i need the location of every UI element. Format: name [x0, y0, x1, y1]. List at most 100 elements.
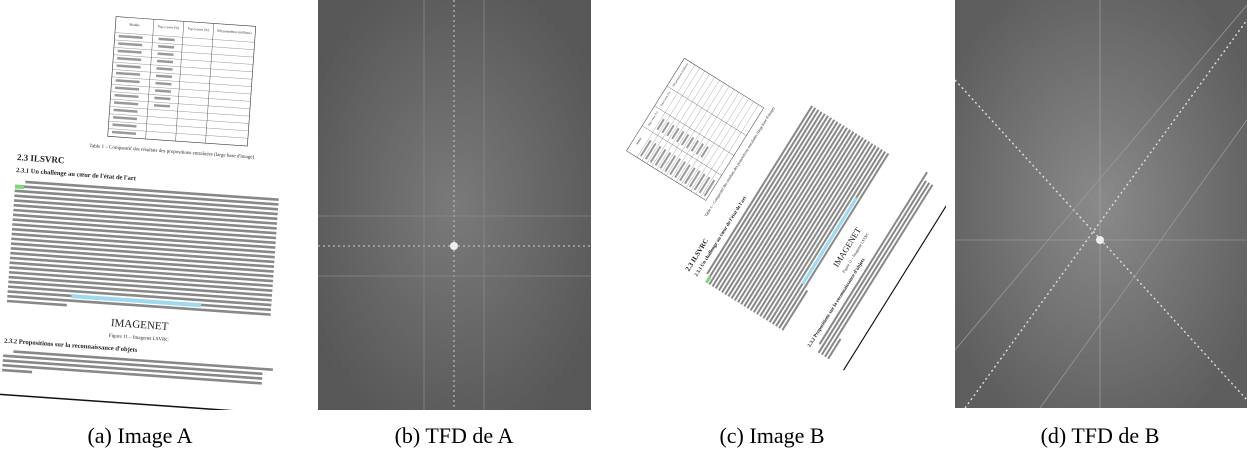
table-cell-text	[685, 136, 695, 149]
body-text-line	[781, 289, 809, 331]
body-text-line	[11, 232, 276, 254]
body-text-line	[740, 129, 852, 305]
caption: (b) TFD de A	[395, 423, 514, 448]
table-frame	[626, 57, 765, 201]
fft-b	[955, 0, 1247, 408]
body-text-line	[827, 338, 842, 360]
table-cell-text	[157, 52, 174, 57]
table-rule	[681, 92, 740, 186]
body-text-line	[11, 227, 276, 249]
body-text-line	[13, 203, 278, 225]
table-rule	[636, 64, 696, 158]
table-rule	[110, 91, 251, 102]
highlight	[14, 184, 25, 190]
image-a: Modèle Top-1 error (%) Top-5 error (%) NB p…	[0, 0, 292, 410]
body-text-line	[12, 223, 276, 245]
body-text-line	[768, 147, 880, 323]
table-rule	[112, 61, 253, 73]
table-cell-text	[118, 34, 143, 40]
body-text-line	[778, 152, 890, 329]
table-cell-text	[664, 155, 677, 172]
fft-center	[1096, 236, 1104, 244]
table-cell-text	[676, 130, 685, 143]
body-text-line	[749, 135, 861, 311]
body-text-line	[13, 208, 277, 230]
highlight	[801, 197, 858, 285]
table-cell-text	[640, 139, 652, 157]
table-rule	[108, 128, 248, 139]
body-text-line	[818, 171, 928, 345]
table-frame	[107, 16, 257, 147]
table-rule	[661, 80, 720, 173]
table-cell-text	[112, 123, 137, 128]
body-text-line	[706, 105, 813, 275]
body-text-line	[752, 137, 864, 313]
caption: (d) TFD de B	[1041, 423, 1160, 448]
table-rule	[110, 98, 250, 109]
table-cell-text	[155, 74, 173, 79]
table-rule	[666, 83, 725, 176]
body-text-line	[9, 266, 273, 288]
body-text-line	[724, 119, 836, 295]
table-header: Modèle	[129, 23, 140, 28]
fft-a	[318, 0, 591, 410]
body-text-line	[746, 133, 858, 309]
table-rule	[646, 70, 705, 164]
fft-background	[955, 0, 1247, 408]
table-header: NB paramètres (millions)	[217, 29, 252, 35]
body-text-line	[13, 350, 273, 371]
body-text-line	[14, 184, 279, 206]
table-cell-text	[158, 45, 175, 49]
table-cell-text	[155, 81, 172, 86]
table-cell-text	[669, 158, 681, 176]
body-text-line	[711, 111, 823, 288]
table-rule	[175, 21, 185, 142]
table-rule	[113, 54, 254, 65]
table-cell-text	[116, 71, 141, 76]
table-cell-text	[154, 96, 171, 101]
body-text-line	[743, 131, 855, 307]
table-header: Top-1 error (%)	[648, 111, 659, 127]
table-cell-text	[703, 179, 716, 197]
table-cell-text	[674, 161, 686, 179]
table-cell-text	[690, 140, 700, 152]
page-rule	[843, 196, 946, 371]
body-text-line	[14, 194, 278, 216]
body-text-line	[11, 237, 275, 259]
body-text-line	[12, 213, 277, 235]
table-rule	[205, 23, 215, 144]
body-text-line	[762, 143, 874, 319]
body-text-line	[2, 363, 262, 385]
body-text-line	[765, 145, 877, 321]
table-cell-text	[695, 143, 704, 155]
body-text-line	[25, 180, 279, 201]
body-text-line	[718, 115, 829, 291]
body-text-line	[13, 199, 278, 221]
table-cell-text	[688, 170, 701, 188]
table-cell-text	[117, 56, 142, 62]
table-cell-text	[693, 173, 706, 191]
table-cell-text	[113, 101, 139, 106]
fft-line	[955, 4, 1247, 351]
body-text-line	[9, 261, 274, 283]
body-text-line	[705, 107, 817, 284]
body-text-line	[10, 242, 275, 264]
body-text-line	[14, 189, 279, 211]
table-rule	[145, 19, 155, 139]
body-text-line	[12, 218, 277, 240]
body-text-line	[7, 294, 271, 316]
table-cell-text	[158, 37, 175, 42]
body-text-line	[10, 251, 274, 273]
body-text-line	[9, 256, 274, 278]
table-cell-text	[649, 145, 662, 163]
body-text-line	[824, 184, 934, 358]
body-text-line	[771, 149, 883, 325]
table-rule	[112, 69, 253, 80]
table-header: Top-5 error (%)	[660, 91, 671, 107]
table-cell-text	[115, 79, 140, 84]
table-cell-text	[698, 176, 711, 194]
caption: (c) Image B	[719, 423, 824, 448]
table-rule	[114, 39, 255, 50]
table-rule	[695, 101, 754, 195]
